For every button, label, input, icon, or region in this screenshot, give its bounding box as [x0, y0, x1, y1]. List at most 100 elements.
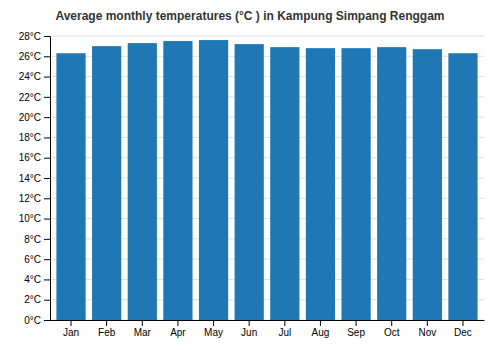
tick-label: Jan [63, 327, 79, 338]
tick-label: Oct [384, 327, 400, 338]
tick-label: Feb [98, 327, 116, 338]
tick-mark [44, 117, 50, 118]
bar [270, 47, 299, 320]
tick: 16°C [19, 152, 50, 163]
tick: Apr [170, 320, 186, 338]
tick-mark [44, 97, 50, 98]
tick: Feb [98, 320, 116, 338]
tick: 12°C [19, 193, 50, 204]
tick: Jul [278, 320, 291, 338]
tick-label: 8°C [24, 234, 41, 245]
tick-mark [106, 320, 107, 326]
tick-mark [462, 320, 463, 326]
axis-line [51, 320, 485, 321]
tick-mark [320, 320, 321, 326]
tick-label: Dec [454, 327, 472, 338]
tick-mark [44, 259, 50, 260]
tick-mark [44, 239, 50, 240]
tick: Jun [241, 320, 257, 338]
bars [56, 40, 477, 320]
bar [448, 53, 477, 320]
tick: 26°C [19, 51, 50, 62]
tick: 6°C [24, 254, 50, 265]
tick-mark [71, 320, 72, 326]
tick-mark [249, 320, 250, 326]
bar [163, 41, 192, 320]
tick-label: 26°C [19, 51, 41, 62]
tick-mark [44, 300, 50, 301]
tick: Dec [454, 320, 472, 338]
tick-mark [177, 320, 178, 326]
tick: 18°C [19, 132, 50, 143]
bar [128, 43, 157, 320]
bar [306, 48, 335, 320]
tick-label: 4°C [24, 274, 41, 285]
bar [377, 47, 406, 320]
tick-mark [44, 77, 50, 78]
tick-mark [391, 320, 392, 326]
tick: 28°C [19, 31, 50, 42]
x-axis: Jan Feb Mar Apr May Jun Jul Aug Sep Oct Nov Dec [51, 320, 485, 338]
title: Average monthly temperatures (°C ) in Ka… [55, 9, 444, 23]
bar [56, 53, 85, 320]
tick-label: 24°C [19, 71, 41, 82]
tick-mark [213, 320, 214, 326]
tick-label: 18°C [19, 132, 41, 143]
tick: 8°C [24, 234, 50, 245]
grid-line [50, 36, 484, 37]
tick-label: Nov [418, 327, 436, 338]
tick-mark [44, 158, 50, 159]
tick-label: May [204, 327, 223, 338]
y-axis: 0°C 2°C 4°C 6°C 8°C 10°C 12°C 14°C 16°C 18°C 20°C 2… [19, 31, 51, 326]
tick-mark [44, 198, 50, 199]
tick-mark [44, 56, 50, 57]
tick: Oct [384, 320, 400, 338]
tick: 20°C [19, 112, 50, 123]
tick-mark [284, 320, 285, 326]
tick-label: 14°C [19, 173, 41, 184]
tick: May [204, 320, 223, 338]
tick-label: 6°C [24, 254, 41, 265]
tick-mark [44, 36, 50, 37]
tick-mark [356, 320, 357, 326]
tick-label: Mar [134, 327, 152, 338]
tick-label: 2°C [24, 294, 41, 305]
tick: Aug [312, 320, 330, 338]
tick: Sep [347, 320, 365, 338]
bar [341, 48, 370, 320]
tick: Jan [63, 320, 79, 338]
tick-label: Aug [312, 327, 330, 338]
tick-mark [427, 320, 428, 326]
tick-mark [44, 137, 50, 138]
tick: 4°C [24, 274, 50, 285]
tick-label: Apr [170, 327, 186, 338]
tick: 22°C [19, 92, 50, 103]
bar [235, 44, 264, 320]
tick: 0°C [24, 315, 50, 326]
tick-mark [44, 178, 50, 179]
tick: 10°C [19, 213, 50, 224]
tick: 2°C [24, 294, 50, 305]
tick-label: 28°C [19, 31, 41, 42]
tick: Nov [418, 320, 436, 338]
tick-label: Jun [241, 327, 257, 338]
bar [199, 40, 228, 320]
tick-mark [44, 279, 50, 280]
tick-label: Sep [347, 327, 365, 338]
tick: Mar [134, 320, 152, 338]
tick-mark [44, 219, 50, 220]
tick: 24°C [19, 71, 50, 82]
tick-label: 10°C [19, 213, 41, 224]
chart: 0°C 2°C 4°C 6°C 8°C 10°C 12°C 14°C 16°C 18°C 20°C 2… [0, 0, 500, 350]
tick-label: 12°C [19, 193, 41, 204]
tick-label: 22°C [19, 92, 41, 103]
tick-mark [142, 320, 143, 326]
tick-label: 16°C [19, 152, 41, 163]
bar [413, 49, 442, 320]
tick-mark [44, 320, 50, 321]
bar [92, 46, 121, 320]
tick: 14°C [19, 173, 50, 184]
tick-label: 0°C [24, 315, 41, 326]
tick-label: 20°C [19, 112, 41, 123]
tick-label: Jul [278, 327, 291, 338]
